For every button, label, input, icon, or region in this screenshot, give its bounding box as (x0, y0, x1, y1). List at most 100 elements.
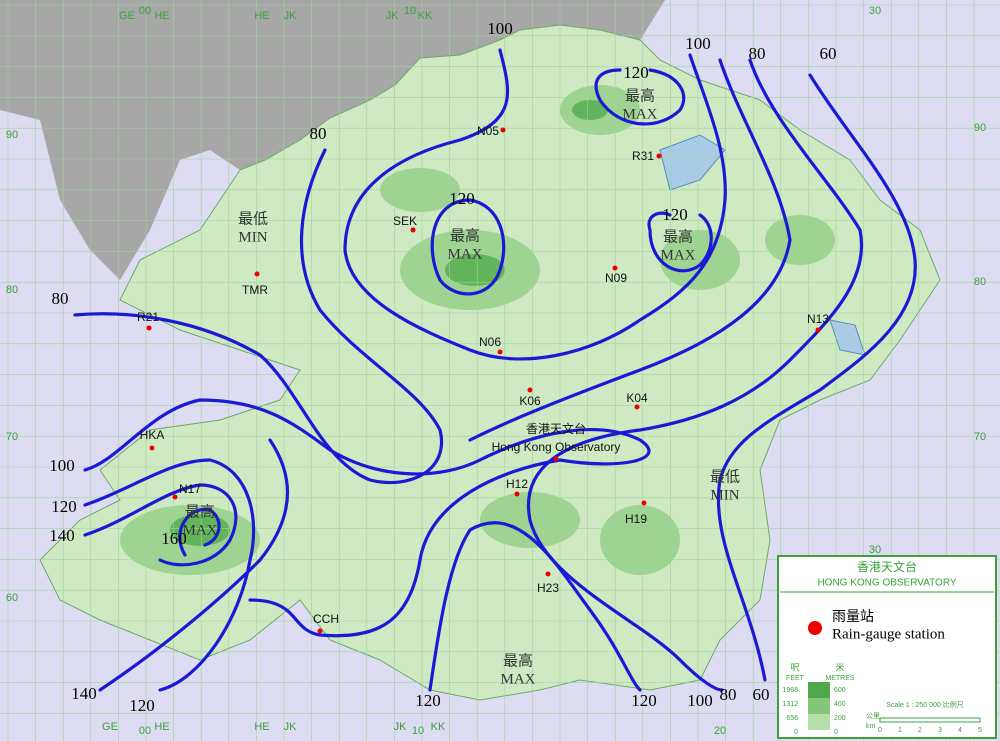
station-label: H12 (506, 477, 528, 491)
isohyet-label: 120 (449, 189, 475, 208)
grid-label: 30 (869, 5, 881, 17)
isohyet (647, 211, 713, 273)
area-label: 最高 (503, 652, 533, 669)
area-label: MAX (182, 522, 217, 538)
station-label: SEK (393, 214, 417, 228)
legend-text: 雨量站 (832, 609, 874, 625)
isohyet (343, 48, 727, 361)
legend: 香港天文台 HONG KONG OBSERVATORY 雨量站 Rain-gau… (777, 555, 997, 739)
scale-tick: 4 (958, 727, 962, 734)
area-label: MAX (622, 106, 657, 122)
rain-gauge (410, 227, 416, 233)
legend-level: 656 (786, 715, 798, 722)
area-label: MAX (447, 246, 482, 262)
rain-gauge (634, 404, 640, 410)
scale-tick: 1 (898, 727, 902, 734)
isohyet-label: 80 (720, 685, 737, 704)
rain-gauge (146, 325, 152, 331)
scale-tick: 3 (938, 727, 942, 734)
scale-tick: 2 (918, 727, 922, 734)
area-label: 最高 (450, 227, 480, 244)
grid-label: GE (102, 721, 118, 733)
legend-swatch (808, 682, 830, 698)
area-label: 最高 (663, 228, 693, 245)
isohyet (178, 507, 221, 557)
scale-bar (879, 717, 981, 723)
grid-label: 00 (139, 725, 151, 737)
area-label: 最高 (185, 503, 215, 520)
grid-label: 70 (974, 431, 986, 443)
isohyet-label: 100 (685, 34, 711, 53)
station-label: Hong Kong Observatory (492, 440, 621, 454)
rain-gauge (553, 456, 559, 462)
rain-gauge (815, 327, 821, 333)
isohyet (98, 438, 290, 692)
rain-gauge (317, 628, 323, 634)
station-label: K06 (519, 394, 541, 408)
area-label: MAX (500, 671, 535, 687)
legend-text: km (866, 723, 876, 730)
grid-label: 00 (139, 5, 151, 17)
station-label: N09 (605, 271, 627, 285)
isohyet (527, 58, 864, 692)
isohyet-label: 100 (487, 19, 513, 38)
grid-label: JK (386, 10, 400, 22)
grid-label: JK (394, 721, 408, 733)
isohyet-label: 100 (687, 691, 713, 710)
grid-label: 70 (6, 431, 18, 443)
area-label: MIN (710, 487, 739, 503)
area-label: MAX (660, 247, 695, 263)
rain-gauge (641, 500, 647, 506)
legend-text: 呎 (790, 662, 799, 672)
station-label: K04 (626, 391, 648, 405)
legend-text: 米 (835, 661, 844, 672)
rain-gauge (172, 494, 178, 500)
isohyet-label: 120 (662, 205, 688, 224)
gauge-symbol (808, 621, 822, 635)
mainland (0, 0, 665, 280)
isohyet-label: 60 (753, 685, 770, 704)
rain-gauge (149, 445, 155, 451)
grid-label: 10 (412, 725, 424, 737)
scale-tick: 0 (878, 727, 882, 734)
grid-label: 80 (974, 276, 986, 288)
area-label: 最高 (625, 87, 655, 104)
legend-level: 600 (834, 687, 846, 694)
grid-label: HE (154, 721, 169, 733)
legend-swatch (808, 714, 830, 730)
station-label: TMR (242, 283, 268, 297)
land (39, 24, 941, 701)
isohyet (83, 458, 256, 692)
grid-label: 90 (6, 129, 18, 141)
grid-label: 10 (404, 5, 416, 17)
station-label: H23 (537, 581, 559, 595)
grid-label: HE (254, 721, 269, 733)
isohyet (83, 483, 238, 567)
legend-level: 400 (834, 701, 846, 708)
legend-text: 公里 (866, 712, 880, 720)
legend-text: FEET (786, 675, 805, 682)
area-label: 最低 (710, 468, 740, 485)
isohyet-label: 80 (749, 44, 766, 63)
area-label: 最低 (238, 210, 268, 227)
grid-label: 30 (869, 544, 881, 556)
isohyet (716, 73, 917, 682)
isohyet (428, 521, 642, 692)
legend-level: 1312 (782, 701, 798, 708)
rain-gauge (514, 491, 520, 497)
grid-label: HE (154, 10, 169, 22)
isohyet-label: 60 (820, 44, 837, 63)
station-label: CCH (313, 612, 339, 626)
isohyet (468, 58, 792, 442)
isohyets (73, 48, 917, 692)
area-label: MIN (238, 229, 267, 245)
grid-label: KK (431, 721, 446, 733)
scale-tick: 5 (978, 727, 982, 734)
grid-label: GE (119, 10, 135, 22)
isohyet-label: 140 (71, 684, 97, 703)
rain-gauge (254, 271, 260, 277)
legend-level: 0 (834, 729, 838, 736)
isohyet (430, 198, 506, 296)
